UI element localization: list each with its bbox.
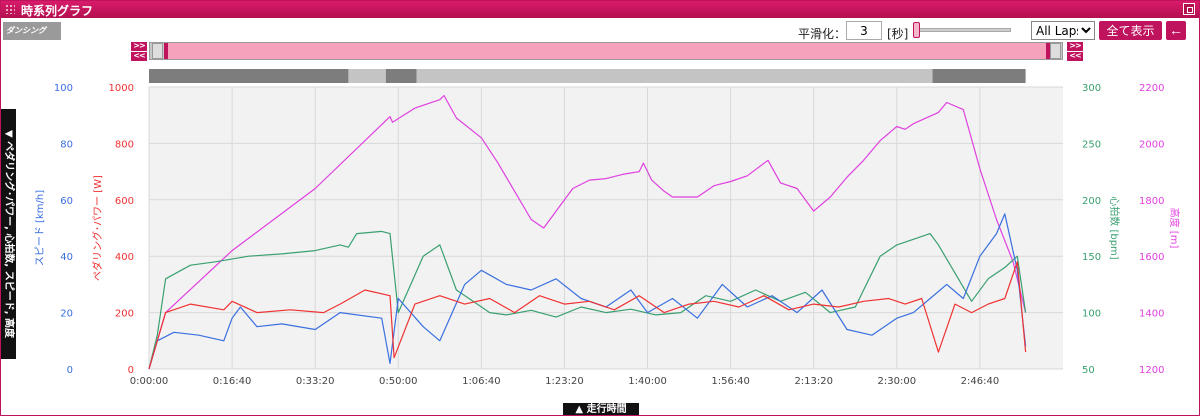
x-tick-label: 1:06:40: [462, 376, 501, 387]
speed-axis-label: スピード [km/h]: [34, 190, 46, 266]
show-all-button[interactable]: 全て表示: [1099, 21, 1162, 40]
laps-select[interactable]: All Laps: [1031, 21, 1095, 40]
speed-tick-label: 0: [67, 365, 73, 376]
heart-tick-label: 300: [1082, 83, 1101, 94]
lap-segment[interactable]: [932, 69, 1026, 83]
power-series-line: [148, 261, 1027, 370]
tick-labels: 0:00:00 0:16:40 0:33:20 0:50:00 1:06:40 1:23:…: [54, 83, 1165, 387]
heart-tick-label: 200: [1082, 196, 1101, 207]
heart-axis-label: 心拍数 [bpm]: [1108, 196, 1121, 260]
altitude-tick-label: 2000: [1139, 139, 1164, 150]
range-left-next-button[interactable]: >>: [131, 42, 147, 51]
range-right-handle[interactable]: [1046, 43, 1052, 59]
lap-bar[interactable]: [149, 69, 1026, 83]
range-right-prev-button[interactable]: <<: [1067, 52, 1083, 61]
heart-tick-label: 50: [1082, 365, 1095, 376]
altitude-series-line: [148, 94, 1027, 370]
range-selection[interactable]: [168, 43, 1051, 59]
logo: ダンシング: [3, 22, 61, 40]
window-title: 時系列グラフ: [21, 4, 94, 18]
x-tick-label: 2:30:00: [878, 376, 917, 387]
power-tick-label: 600: [115, 196, 134, 207]
x-tick-label: 0:00:00: [130, 376, 169, 387]
series-side-tab[interactable]: ▼ ペダリング･パワー, 心拍数, スピード, 高度: [1, 109, 16, 359]
altitude-tick-label: 1600: [1139, 252, 1164, 263]
plot-area: [149, 87, 1063, 369]
grid-lines: [148, 86, 1063, 370]
title-dots-icon: [5, 4, 15, 14]
altitude-tick-label: 1800: [1139, 196, 1164, 207]
power-tick-label: 400: [115, 252, 134, 263]
maximize-icon[interactable]: [1183, 3, 1195, 15]
range-left-grip[interactable]: [152, 43, 163, 59]
smoothing-unit: [秒]: [887, 27, 909, 41]
x-tick-label: 0:33:20: [296, 376, 335, 387]
heart-tick-label: 150: [1082, 252, 1101, 263]
lap-segment[interactable]: [416, 69, 933, 83]
speed-tick-label: 20: [60, 309, 73, 320]
power-tick-label: 200: [115, 309, 134, 320]
lap-segment[interactable]: [149, 69, 349, 83]
speed-tick-label: 80: [60, 139, 73, 150]
power-axis-label: ペダリング･パワー [W]: [91, 175, 104, 281]
x-tick-label: 1:56:40: [711, 376, 750, 387]
heart-tick-label: 250: [1082, 139, 1101, 150]
speed-tick-label: 40: [60, 252, 73, 263]
series-lines: [148, 94, 1027, 370]
x-tick-label: 2:13:20: [794, 376, 833, 387]
range-left-prev-button[interactable]: <<: [131, 52, 147, 61]
range-right-grip[interactable]: [1050, 43, 1061, 59]
power-tick-label: 1000: [109, 83, 134, 94]
range-left-handle[interactable]: [164, 43, 170, 59]
power-tick-label: 800: [115, 139, 134, 150]
x-tick-label: 0:16:40: [213, 376, 252, 387]
smoothing-input[interactable]: [846, 21, 882, 40]
series-side-tab-label: ▼ ペダリング･パワー, 心拍数, スピード, 高度: [3, 129, 14, 338]
range-selector[interactable]: [149, 42, 1063, 60]
lap-segment[interactable]: [348, 69, 386, 83]
x-tick-label: 0:50:00: [379, 376, 418, 387]
x-tick-label: 1:23:20: [545, 376, 584, 387]
back-arrow-icon[interactable]: ←: [1166, 21, 1186, 40]
smoothing-label: 平滑化：: [798, 27, 847, 41]
smoothing-slider-thumb[interactable]: [913, 22, 920, 38]
time-axis-tab[interactable]: ▲ 走行時間: [563, 403, 639, 415]
altitude-tick-label: 2200: [1139, 83, 1164, 94]
speed-tick-label: 100: [54, 83, 73, 94]
altitude-axis-label: 高度 [m]: [1168, 208, 1181, 249]
lap-segment[interactable]: [385, 69, 417, 83]
x-tick-label: 2:46:40: [961, 376, 1000, 387]
speed-tick-label: 60: [60, 196, 73, 207]
altitude-tick-label: 1200: [1139, 365, 1164, 376]
altitude-tick-label: 1400: [1139, 309, 1164, 320]
heart-series-line: [148, 230, 1027, 370]
power-tick-label: 0: [128, 365, 134, 376]
title-bar: 時系列グラフ: [1, 1, 1199, 18]
range-right-next-button[interactable]: >>: [1067, 42, 1083, 51]
heart-tick-label: 100: [1082, 309, 1101, 320]
x-tick-label: 1:40:00: [628, 376, 667, 387]
